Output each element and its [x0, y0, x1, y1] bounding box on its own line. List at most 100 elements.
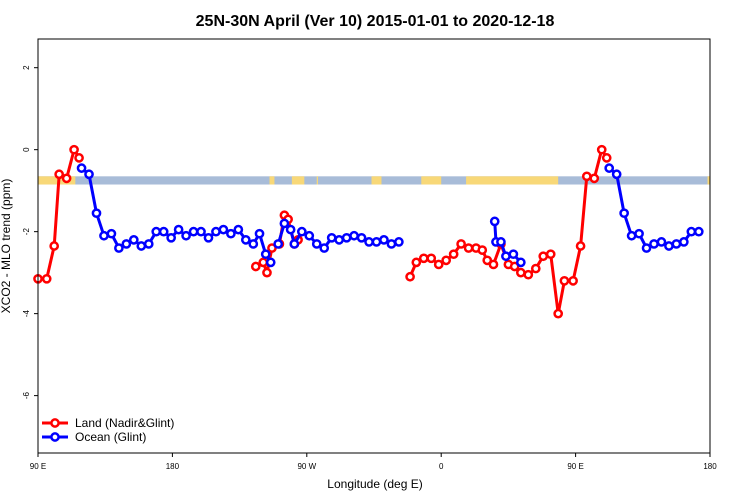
x-tick-label: 180 [703, 462, 717, 471]
y-tick-label: 0 [22, 147, 31, 152]
data-point [166, 232, 177, 243]
data-point [69, 144, 79, 155]
data-point [559, 275, 570, 286]
data-point [596, 144, 607, 155]
data-point [488, 259, 499, 270]
band-land [316, 176, 318, 185]
data-point [211, 226, 221, 237]
data-point [568, 275, 578, 286]
data-point [285, 224, 296, 235]
y-tick-label: 2 [22, 65, 31, 70]
data-point [76, 163, 87, 173]
data-point [405, 271, 415, 282]
y-tick-label: -4 [22, 310, 31, 318]
data-point [151, 226, 162, 237]
data-point [356, 232, 367, 243]
band-land [291, 176, 305, 185]
data-point [441, 255, 452, 266]
data-point [394, 237, 404, 247]
data-point [693, 226, 704, 237]
data-point [515, 257, 526, 268]
data-point [664, 241, 674, 251]
data-point [619, 208, 629, 219]
band-land [38, 176, 76, 185]
data-point [523, 269, 534, 280]
data-point [626, 230, 637, 241]
data-point [530, 263, 541, 274]
x-tick-label: 90 W [297, 462, 316, 471]
data-point [463, 243, 474, 253]
data-point [611, 169, 622, 180]
data-point [371, 237, 382, 247]
series-land [33, 144, 612, 319]
data-point [496, 237, 506, 247]
data-point [250, 261, 261, 272]
data-point [262, 267, 272, 278]
data-point [106, 228, 117, 239]
band-land [707, 176, 710, 185]
data-point [188, 226, 199, 237]
data-point [656, 237, 667, 247]
data-point [143, 239, 154, 249]
data-point [233, 224, 244, 235]
data-point [289, 239, 300, 249]
x-tick-label: 180 [166, 462, 180, 471]
data-point [173, 224, 184, 235]
data-point [121, 239, 132, 249]
data-point [679, 237, 689, 247]
data-point [553, 308, 564, 319]
data-point [296, 226, 307, 237]
data-point [601, 153, 612, 163]
plot-frame [37, 38, 711, 454]
data-point [482, 255, 493, 266]
data-point [418, 253, 429, 264]
data-point [538, 251, 549, 262]
y-tick-label: -6 [22, 392, 31, 400]
data-point [248, 239, 259, 249]
data-point [260, 249, 271, 260]
chart-title: 25N-30N April (Ver 10) 2015-01-01 to 202… [196, 13, 555, 30]
band-land [371, 176, 382, 185]
data-point [61, 173, 72, 184]
data-point [279, 218, 290, 229]
data-point [203, 232, 214, 243]
legend: Land (Nadir&Glint)Ocean (Glint) [42, 416, 174, 444]
series-line [38, 148, 81, 281]
x-tick-label: 90 E [30, 462, 46, 471]
data-point [589, 173, 600, 184]
data-point [218, 224, 229, 235]
data-point [114, 243, 124, 253]
data-point [304, 230, 315, 241]
series-line [408, 148, 608, 316]
data-point [240, 235, 251, 245]
data-point [581, 171, 592, 182]
data-point [84, 169, 94, 180]
x-tick-label: 90 E [567, 462, 583, 471]
data-point [575, 241, 586, 251]
legend-label: Ocean (Glint) [75, 430, 146, 444]
data-point [258, 257, 269, 268]
data-point [196, 226, 206, 237]
data-point [41, 273, 52, 284]
band-land [269, 176, 275, 185]
data-point [158, 226, 169, 237]
data-point [267, 243, 277, 253]
data-point [686, 226, 697, 237]
series-layer [33, 144, 704, 319]
data-point [448, 249, 459, 260]
data-point [91, 208, 102, 219]
data-point [136, 241, 147, 251]
data-point [319, 243, 330, 253]
data-point [341, 232, 352, 243]
data-point [181, 230, 191, 241]
band-land [466, 176, 559, 185]
legend-item: Land (Nadir&Glint) [42, 416, 174, 430]
data-point [477, 245, 488, 255]
data-point [515, 267, 526, 278]
data-point [411, 257, 422, 268]
data-point [49, 241, 60, 251]
data-point [501, 251, 511, 262]
data-point [254, 228, 265, 239]
series-ocean [76, 163, 704, 268]
data-point [545, 249, 556, 260]
